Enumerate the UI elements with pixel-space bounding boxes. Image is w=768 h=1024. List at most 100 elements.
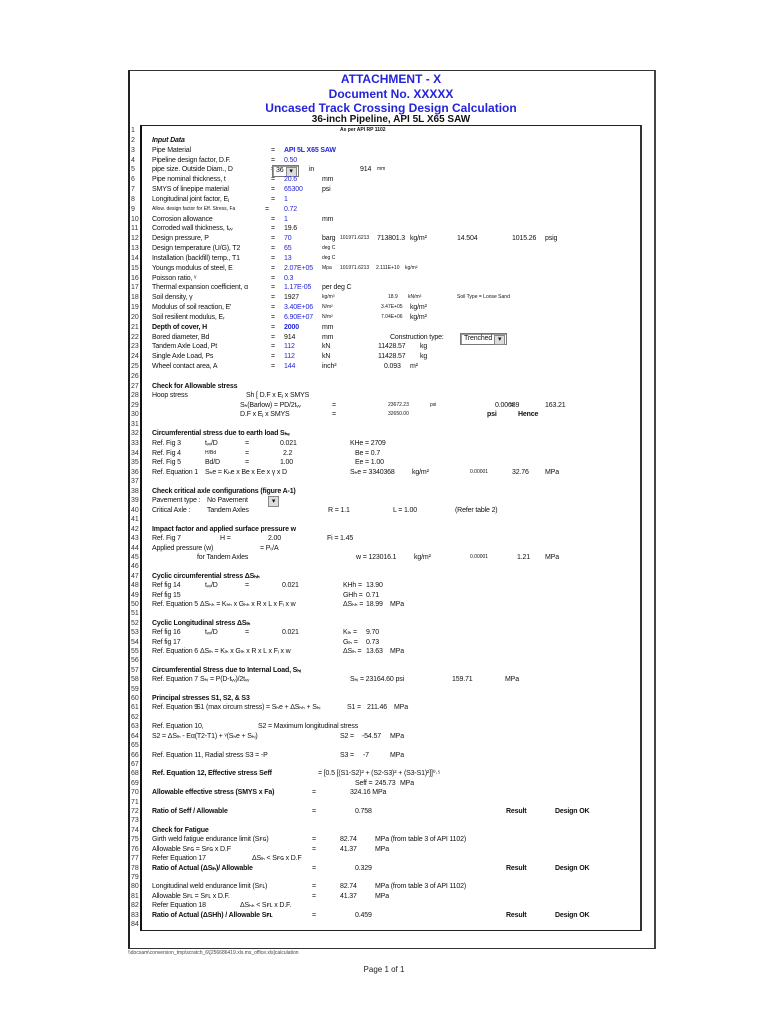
cell-r34-2: = [245,449,249,457]
cell-r18-2: 1927 [284,294,299,302]
cell-r25-1: = [271,363,275,371]
cell-r22-1: = [271,333,275,341]
cell-r20-5: kg/m² [410,313,427,321]
row-number: 61 [131,704,139,712]
page-title: Uncased Track Crossing Design Calculatio… [265,101,517,115]
cell-r28-0: Hoop stress [152,392,188,400]
pavement-type-dropdown[interactable]: ▾ [268,496,279,508]
row-number: 36 [131,468,139,476]
cell-r38-0: Check critical axle configurations (figu… [152,487,296,495]
cell-r43-3: Fi = 1.45 [327,535,354,543]
row-number: 72 [131,808,139,815]
cell-r70-1: = [312,789,316,797]
cell-r47-0: Cyclic circumferential stress ΔSₕₕ [152,572,260,580]
cell-r39-0: Pavement type : [152,497,201,505]
row-number: 64 [131,732,139,740]
cell-r76-2: 41.37 [340,845,357,853]
row-number: 30 [131,411,139,419]
row-number: 22 [131,333,139,341]
cell-r17-3: per deg C [322,284,352,292]
row-number: 69 [131,779,139,787]
row-number: 41 [131,516,139,524]
row-number: 32 [131,430,139,438]
cell-r3-0: Pipe Material [152,146,191,154]
cell-r20-2: 6.90E+07 [284,313,313,321]
row-number: 76 [131,845,139,853]
cell-r33-3: 0.021 [280,440,297,447]
row-number: 25 [131,363,139,371]
cell-r19-2: 3.40E+06 [284,304,313,312]
cell-r24-0: Single Axle Load, Ps [152,353,214,361]
cell-r8-0: Longitudinal joint factor, Eⱼ [152,195,230,203]
cell-r18-6: Soil Type = Loose Sand [457,294,510,301]
row-number: 81 [131,892,139,900]
cell-r49-2: 0.71 [366,591,380,599]
row-number: 5 [131,166,135,174]
cell-r12-2: 70 [284,235,292,243]
cell-r12-7: 14.504 [457,235,478,243]
cell-r70-2: 324.16 MPa [350,789,387,797]
page-number: Page 1 of 1 [363,965,405,974]
cell-r57-0: Circumferential Stress due to Internal L… [152,666,301,674]
row-number: 12 [131,235,139,243]
cell-r78-4: Design OK [555,864,590,872]
cell-r40-1: Tandem Axles [207,507,249,514]
cell-r23-5: kg [420,343,428,351]
cell-r7-0: SMYS of linepipe material [152,186,229,194]
cell-r16-1: = [271,274,275,282]
cell-r9-1: = [265,205,269,213]
cell-r69-0: Seff = [355,779,373,787]
cell-r16-0: Poisson ratio, ᵛ [152,274,197,282]
cell-r11-2: 19.6 [284,225,298,233]
cell-r17-0: Thermal expansion coefficient, α [152,284,249,292]
cell-r75-3: MPa (from table 3 of API 1102) [375,836,467,844]
construction-type-dropdown[interactable]: Trenched [460,332,508,345]
cell-r55-3: 13.63 [366,648,383,655]
cell-r76-1: = [312,845,316,853]
cell-r49-1: GHh = [343,591,363,599]
cell-r12-4: 101971.6213 [340,235,370,242]
cell-r4-1: = [271,156,275,164]
row-number: 29 [131,401,139,409]
cell-r54-1: Gₗₕ = [343,638,358,646]
row-number: 26 [131,373,139,380]
pipe-size-dropdown[interactable]: 36 [272,165,299,178]
cell-r36-4: 0.00001 [470,468,489,475]
row-number: 55 [131,648,139,655]
cell-r54-2: 0.73 [366,638,380,646]
cell-r60-0: Principal stresses S1, S2, & S3 [152,695,250,702]
cell-r7-3: psi [322,186,331,194]
cell-r22-2: 914 [284,333,296,341]
cell-r11-1: = [271,225,275,233]
cell-r34-0: Ref. Fig 4 [152,449,181,457]
cell-r25-4: 0.093 [384,363,401,371]
row-number: 59 [131,685,139,693]
cell-r27-0: Check for Allowable stress [152,382,238,390]
cell-r23-3: kN [322,343,331,351]
cell-r24-2: 112 [284,353,295,361]
cell-r33-0: Ref. Fig 3 [152,440,181,447]
cell-r9-2: 0.72 [284,205,298,213]
row-number: 20 [131,313,139,321]
cell-r45-4: 1.21 [517,554,531,561]
cell-r24-3: kN [322,353,331,361]
cell-r15-3: Mpa [322,264,332,271]
cell-r18-4: 18.9 [388,294,398,301]
cell-r20-0: Soil resilient modulus, Eᵣ [152,313,225,321]
cell-r53-1: tᵥᵥ/D [205,629,218,637]
cell-r75-1: = [312,836,316,844]
cell-r14-1: = [271,254,275,262]
cell-r8-1: = [271,195,275,203]
cell-r15-5: 2.111E+10 [376,264,400,271]
row-number: 57 [131,666,139,674]
cell-r5-5: mm [377,166,386,173]
cell-r34-3: 2.2 [283,449,293,457]
cell-r55-2: ΔSₗₕ = [343,648,362,655]
page-frame [128,70,656,949]
cell-r19-5: kg/m² [410,304,427,312]
row-number: 70 [131,789,139,797]
row-number: 43 [131,535,139,543]
cell-r24-1: = [271,353,275,361]
cell-r18-5: kN/m³ [408,294,422,301]
cell-r63-1: S2 = Maximum longitudinal stress [258,723,359,731]
